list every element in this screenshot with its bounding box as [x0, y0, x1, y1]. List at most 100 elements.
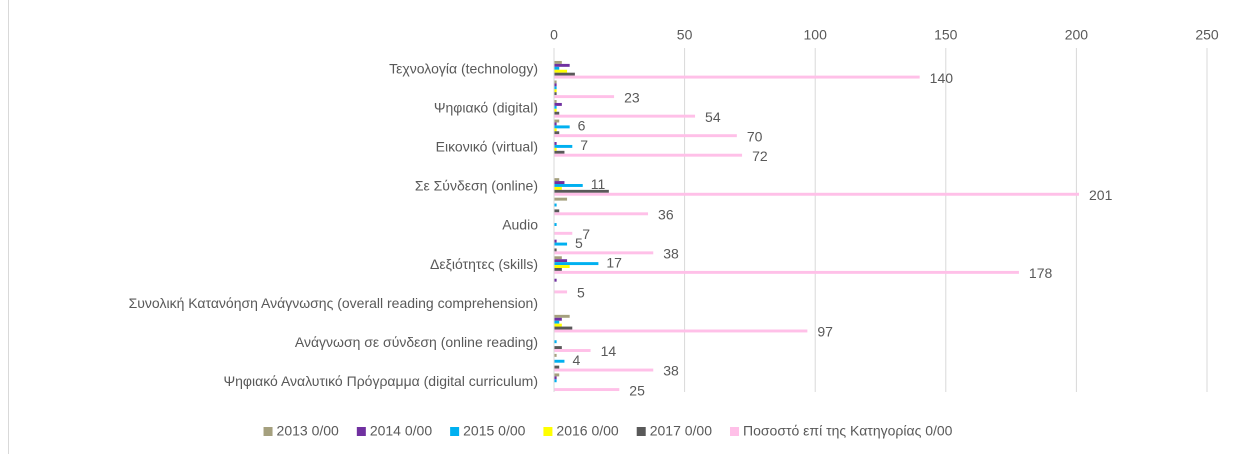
legend-swatch	[543, 427, 553, 436]
legend-label: Ποσοστό επί της Κατηγορίας 0/00	[743, 423, 953, 439]
legend-label: 2013 0/00	[277, 423, 339, 439]
bar	[554, 119, 560, 123]
bar	[554, 368, 654, 372]
bar	[554, 150, 565, 154]
x-tick-label: 50	[677, 27, 693, 43]
bar	[554, 290, 568, 294]
bar	[554, 72, 575, 76]
data-label: 38	[663, 363, 679, 379]
bar	[554, 89, 557, 93]
bar	[554, 108, 557, 112]
bar	[554, 178, 560, 182]
legend-swatch	[730, 427, 740, 436]
legend-swatch	[636, 427, 646, 436]
bar	[554, 75, 920, 79]
data-label: 14	[601, 343, 617, 359]
bar	[554, 192, 1080, 196]
bar	[554, 147, 557, 151]
bar	[554, 80, 557, 84]
bar	[554, 320, 560, 324]
bar	[554, 189, 609, 193]
data-label: 23	[624, 89, 640, 105]
x-tick-label: 0	[550, 27, 558, 43]
bar	[554, 314, 570, 318]
data-label: 201	[1089, 187, 1113, 203]
bar	[554, 181, 565, 185]
bar	[554, 346, 562, 350]
bar	[554, 131, 560, 135]
bar	[554, 259, 568, 263]
data-label: 54	[705, 109, 721, 125]
x-tick-label: 150	[934, 27, 958, 43]
bar	[554, 329, 808, 333]
bar	[554, 349, 591, 352]
data-label: 7	[582, 226, 590, 242]
bar	[554, 256, 562, 260]
bar	[554, 142, 557, 145]
data-label: 36	[658, 206, 674, 222]
legend-label: 2015 0/00	[463, 423, 525, 439]
bar	[554, 323, 562, 327]
bar	[554, 365, 560, 369]
bar	[554, 326, 573, 330]
y-tick-label: Εικονικό (virtual)	[436, 139, 538, 155]
bar	[554, 379, 557, 383]
bar	[554, 239, 557, 243]
legend-swatch	[356, 427, 366, 436]
bar	[554, 270, 1019, 274]
legend-label: 2016 0/00	[556, 423, 618, 439]
bar	[554, 353, 557, 357]
bar	[554, 262, 599, 266]
data-label: 11	[591, 176, 606, 192]
y-tick-label: Σε Σύνδεση (online)	[415, 178, 538, 194]
x-tick-label: 200	[1065, 27, 1089, 43]
bar	[554, 388, 620, 392]
bar	[554, 359, 565, 363]
data-label: 72	[752, 148, 768, 164]
bar	[554, 144, 573, 148]
data-label: 70	[747, 128, 763, 144]
legend-label: 2014 0/00	[370, 423, 432, 439]
bar	[554, 197, 568, 201]
legend-swatch	[450, 427, 460, 436]
bar	[554, 125, 570, 129]
bar	[554, 83, 557, 87]
y-tick-label: Συνολική Κατανόηση Ανάγνωσης (overall re…	[129, 295, 538, 311]
bar	[554, 373, 560, 377]
bar	[554, 114, 696, 118]
y-tick-label: Audio	[502, 217, 538, 233]
bar	[554, 278, 557, 282]
data-label: 140	[930, 70, 954, 86]
data-label: 38	[663, 246, 679, 262]
bar	[554, 111, 560, 115]
bar	[554, 60, 562, 64]
y-tick-label: Ανάγνωση σε σύνδεση (online reading)	[295, 334, 538, 350]
data-label: 5	[577, 285, 585, 301]
x-tick-label: 100	[804, 27, 828, 43]
bar	[554, 153, 743, 157]
y-tick-label: Ψηφιακό Αναλυτικό Πρόγραμμα (digital cur…	[223, 373, 538, 389]
bar	[554, 128, 557, 132]
bar	[554, 265, 570, 268]
data-label: 17	[606, 254, 622, 270]
bar	[554, 223, 557, 226]
legend-swatch	[263, 427, 273, 436]
bar	[554, 212, 649, 216]
bar	[554, 105, 557, 109]
data-label: 25	[629, 382, 645, 398]
bar	[554, 92, 557, 96]
y-tick-label: Τεχνολογία (technology)	[389, 60, 538, 76]
bar	[554, 267, 562, 271]
bar	[554, 203, 557, 207]
bar	[554, 66, 560, 70]
bar	[554, 95, 615, 99]
bar	[554, 63, 570, 67]
data-label: 7	[580, 137, 588, 153]
legend-label: 2017 0/00	[650, 423, 712, 439]
data-label: 5	[575, 235, 583, 251]
bar	[554, 209, 560, 213]
bar	[554, 376, 557, 380]
data-label: 4	[572, 352, 580, 368]
bar	[554, 69, 568, 73]
